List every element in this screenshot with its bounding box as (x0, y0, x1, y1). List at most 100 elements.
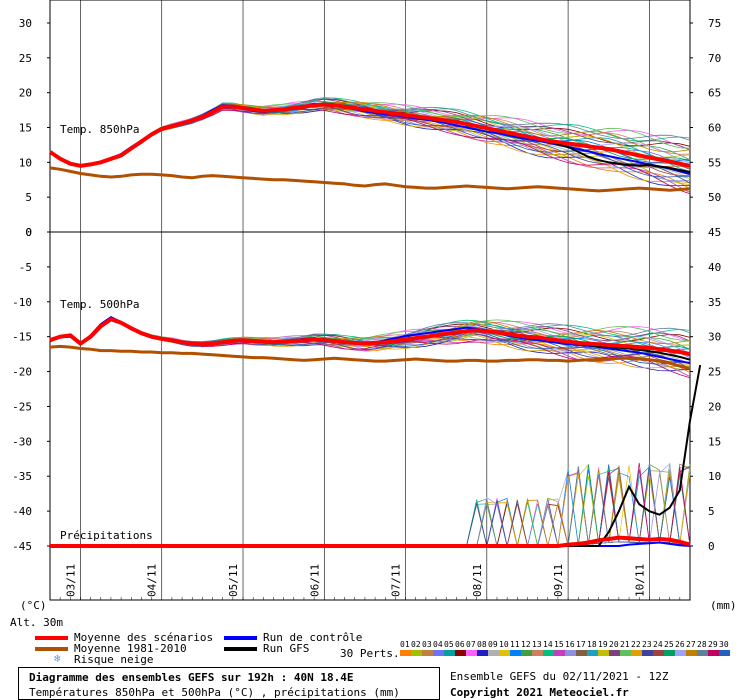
pert-number: 27 (686, 640, 696, 649)
pert-number: 04 (433, 640, 443, 649)
left-tick-label: 5 (25, 191, 32, 204)
precip-mean-line (50, 535, 691, 548)
right-tick-label: 70 (708, 52, 721, 65)
pert-color-swatch (510, 650, 521, 656)
x-tick-label: 10/11 (633, 564, 646, 597)
right-tick-label: 50 (708, 191, 721, 204)
pert-color-swatch (499, 650, 510, 656)
right-tick-label: 20 (708, 400, 721, 413)
pert-color-swatch (686, 650, 697, 656)
copyright: Copyright 2021 Meteociel.fr (450, 686, 629, 699)
pert-number: 28 (697, 640, 707, 649)
legend-label-mean: Moyenne des scénarios (74, 631, 214, 644)
pert-number: 23 (642, 640, 652, 649)
pert-color-swatch (708, 650, 719, 656)
right-tick-label: 75 (708, 17, 721, 30)
pert-color-swatch (543, 650, 554, 656)
right-tick-label: 60 (708, 122, 721, 135)
panel-title-850: Temp. 850hPa (60, 123, 139, 136)
pert-color-swatch (532, 650, 543, 656)
altitude-label: Alt. 30m (10, 616, 63, 629)
pert-color-swatch (466, 650, 477, 656)
left-tick-label: 0 (25, 226, 32, 239)
legend-swatch-gfs (224, 646, 257, 651)
pert-number: 11 (510, 640, 520, 649)
right-tick-label: 55 (708, 156, 721, 169)
chart-title: Diagramme des ensembles GEFS sur 192h : … (29, 671, 354, 684)
pert-number: 26 (675, 640, 685, 649)
left-tick-label: -30 (12, 435, 32, 448)
pert-color-swatch (609, 650, 620, 656)
pert-number-row: 0102030405060708091011121314151617181920… (400, 640, 730, 649)
pert-number: 21 (620, 640, 630, 649)
x-tick-label: 08/11 (471, 564, 484, 597)
pert-number: 24 (653, 640, 663, 649)
pert-number: 20 (609, 640, 619, 649)
left-tick-label: 25 (19, 52, 32, 65)
right-tick-label: 15 (708, 435, 721, 448)
temp850-mean-line (48, 102, 691, 168)
footer-title-box: Diagramme des ensembles GEFS sur 192h : … (18, 667, 440, 700)
pert-number: 22 (631, 640, 641, 649)
pert-color-swatch (411, 650, 422, 656)
pert-number: 15 (554, 640, 564, 649)
pert-number: 25 (664, 640, 674, 649)
left-tick-label: -10 (12, 296, 32, 309)
chart-series (48, 97, 702, 548)
pert-number: 17 (576, 640, 586, 649)
legend-item-control: Run de contrôle (224, 632, 362, 643)
pert-color-swatch (521, 650, 532, 656)
pert-color-row (400, 650, 730, 656)
pert-color-swatch (653, 650, 664, 656)
pert-number: 13 (532, 640, 542, 649)
right-axis-unit: (mm) (710, 599, 737, 612)
x-tick-label: 03/11 (64, 564, 77, 597)
pert-number: 18 (587, 640, 597, 649)
run-info: Ensemble GEFS du 02/11/2021 - 12Z (450, 670, 669, 683)
legend-label-control: Run de contrôle (263, 631, 363, 644)
pert-number: 01 (400, 640, 410, 649)
right-tick-label: 35 (708, 296, 721, 309)
temp850-pert-line-23 (49, 104, 691, 184)
left-tick-label: 10 (19, 156, 32, 169)
pert-color-swatch (433, 650, 444, 656)
pert-number: 10 (499, 640, 509, 649)
legend-perts-label: 30 Perts. (340, 647, 400, 660)
legend-swatch-climate (35, 646, 68, 651)
legend-item-climate: Moyenne 1981-2010 (35, 643, 187, 654)
pert-color-swatch (576, 650, 587, 656)
pert-number: 29 (708, 640, 718, 649)
legend-swatch-control (224, 635, 257, 640)
legend-item-mean: Moyenne des scénarios (35, 632, 213, 643)
pert-color-swatch (642, 650, 653, 656)
left-tick-label: -25 (12, 400, 32, 413)
temp500-climate-line (49, 344, 691, 371)
pert-color-swatch (697, 650, 708, 656)
x-axis-labels: 03/11 04/11 05/11 06/11 07/11 08/11 09/11 10/11 (64, 564, 646, 597)
legend-label-gfs: Run GFS (263, 642, 310, 655)
legend-label-climate: Moyenne 1981-2010 (74, 642, 187, 655)
pert-number: 02 (411, 640, 421, 649)
chart-frame (49, 0, 691, 601)
pert-color-swatch (620, 650, 631, 656)
legend-label-snow: Risque neige (74, 653, 154, 666)
left-tick-label: -20 (12, 366, 32, 379)
pert-number: 14 (543, 640, 553, 649)
pert-color-swatch (664, 650, 675, 656)
pert-number: 08 (477, 640, 487, 649)
left-tick-label: -15 (12, 331, 32, 344)
temp850-climate-line (49, 166, 691, 193)
pert-number: 09 (488, 640, 498, 649)
left-tick-label: -5 (19, 261, 32, 274)
left-tick-label: -45 (12, 540, 32, 553)
left-tick-label: -40 (12, 505, 32, 518)
snowflake-icon: ❄ (54, 652, 61, 665)
pert-color-swatch (719, 650, 730, 656)
pert-color-swatch (400, 650, 411, 656)
right-tick-label: 0 (708, 540, 715, 553)
x-tick-label: 09/11 (552, 564, 565, 597)
right-tick-label: 5 (708, 505, 715, 518)
left-tick-label: 30 (19, 17, 32, 30)
chart-subtitle: Températures 850hPa et 500hPa (°C) , pré… (29, 686, 400, 699)
left-tick-label: -35 (12, 470, 32, 483)
